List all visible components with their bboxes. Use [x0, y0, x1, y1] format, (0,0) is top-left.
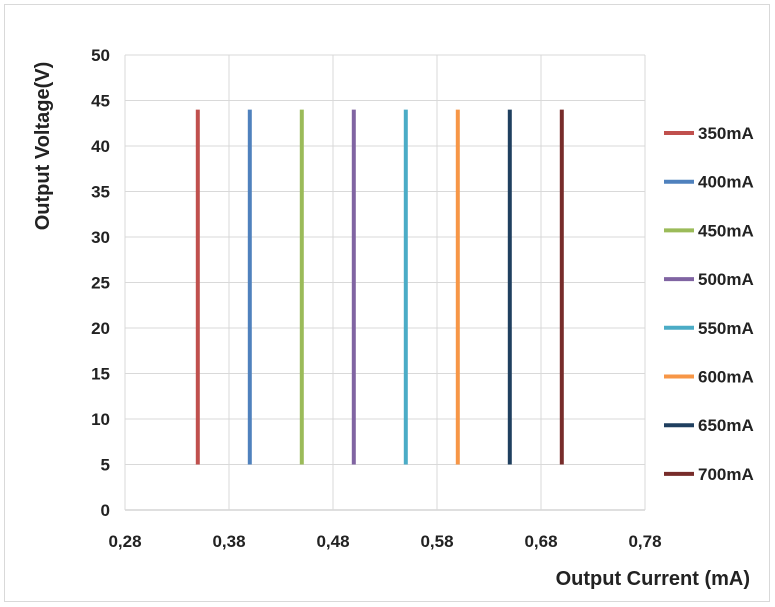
legend-label: 500mA	[698, 270, 754, 289]
y-tick-label: 30	[91, 228, 110, 247]
y-tick-label: 0	[101, 501, 110, 520]
y-tick-labels: 0 5 10 15 20 25 30 35 40 45 50	[91, 46, 110, 520]
series-group	[195, 109, 564, 465]
y-tick-label: 15	[91, 365, 110, 384]
legend-label: 550mA	[698, 319, 754, 338]
y-tick-label: 5	[101, 456, 110, 475]
y-axis-title: Output Voltage(V)	[32, 62, 54, 231]
y-tick-label: 40	[91, 137, 110, 156]
legend-label: 600mA	[698, 368, 754, 387]
x-tick-label: 0,68	[524, 532, 557, 551]
x-tick-label: 0,78	[628, 532, 661, 551]
legend: 350mA 400mA 450mA 500mA 550mA 600mA 650mA 700mA	[664, 124, 754, 484]
y-tick-label: 50	[91, 46, 110, 65]
legend-label: 450mA	[698, 221, 754, 240]
chart-frame	[4, 4, 770, 602]
y-tick-label: 25	[91, 274, 110, 293]
x-axis-title: Output Current (mA)	[556, 568, 750, 590]
legend-label: 400mA	[698, 173, 754, 192]
x-tick-label: 0,48	[316, 532, 349, 551]
legend-label: 650mA	[698, 416, 754, 435]
y-tick-label: 35	[91, 183, 110, 202]
x-tick-label: 0,28	[108, 532, 141, 551]
x-tick-label: 0,38	[212, 532, 245, 551]
y-tick-label: 10	[91, 410, 110, 429]
y-tick-label: 45	[91, 92, 110, 111]
grid	[124, 54, 646, 511]
y-tick-label: 20	[91, 319, 110, 338]
x-tick-label: 0,58	[420, 532, 453, 551]
legend-label: 350mA	[698, 124, 754, 143]
x-tick-labels: 0,28 0,38 0,48 0,58 0,68 0,78	[108, 532, 661, 551]
legend-label: 700mA	[698, 465, 754, 484]
